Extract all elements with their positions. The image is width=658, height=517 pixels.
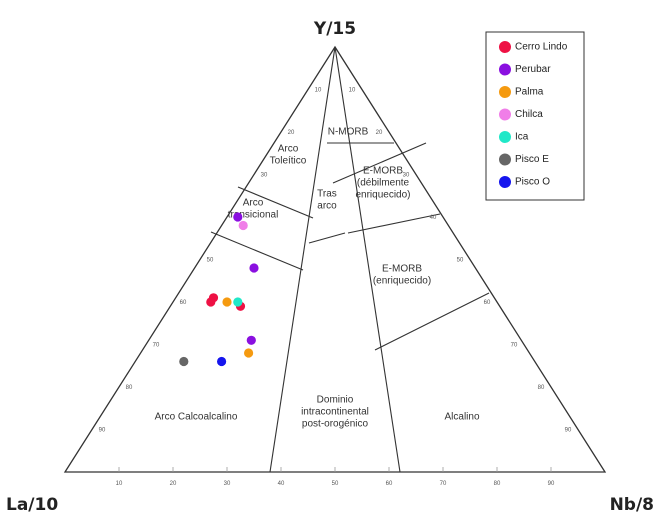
vertex-label-right: Nb/8 bbox=[610, 495, 654, 515]
tick-label-bottom: 90 bbox=[548, 481, 555, 487]
data-point bbox=[249, 263, 259, 273]
legend-marker bbox=[499, 86, 511, 98]
legend-marker bbox=[499, 108, 511, 121]
region-arco-calcoalcalino: Arco Calcoalcalino bbox=[155, 412, 238, 423]
tick-label-bottom: 80 bbox=[494, 481, 501, 487]
data-point bbox=[246, 335, 256, 345]
boundary-arco-toleitico bbox=[237, 186, 314, 219]
legend-label: Pisco O bbox=[515, 177, 550, 188]
tick-label-right: 90 bbox=[565, 428, 572, 434]
legend-label: Ica bbox=[515, 132, 529, 143]
legend-label: Cerro Lindo bbox=[515, 42, 568, 53]
region-arco-transicional: transicional bbox=[228, 210, 279, 221]
region-e-morb-debil: E-MORB bbox=[363, 166, 403, 177]
data-point bbox=[233, 297, 243, 307]
legend-marker bbox=[499, 131, 511, 143]
region-dominio-intracontinental: intracontinental bbox=[301, 407, 369, 418]
tick-label-left: 60 bbox=[180, 300, 187, 306]
tick-label-right: 40 bbox=[430, 215, 437, 221]
region-arco-toleitico: Arco bbox=[278, 144, 299, 155]
tick-label-right: 30 bbox=[403, 173, 410, 179]
tick-label-bottom: 30 bbox=[224, 481, 231, 487]
tick-label-bottom: 60 bbox=[386, 481, 393, 487]
tick-label-left: 80 bbox=[126, 385, 133, 391]
vertex-label-left: La/10 bbox=[6, 495, 58, 515]
legend-marker bbox=[499, 153, 511, 166]
data-point bbox=[244, 348, 254, 358]
data-point bbox=[217, 356, 227, 367]
region-e-morb-debil: enriquecido) bbox=[355, 190, 410, 201]
left-divider-line bbox=[269, 46, 336, 473]
tick-label-left: 90 bbox=[99, 428, 106, 434]
tick-label-bottom: 20 bbox=[170, 481, 177, 487]
legend-marker bbox=[499, 176, 511, 188]
tick-label-left: 50 bbox=[207, 258, 214, 264]
data-point bbox=[233, 212, 243, 222]
region-e-morb-debil: (débilmente bbox=[357, 178, 410, 189]
right-divider-line bbox=[334, 46, 401, 473]
vertex-label-top: Y/15 bbox=[313, 19, 356, 39]
legend-label: Palma bbox=[515, 87, 544, 98]
legend-label: Perubar bbox=[515, 64, 551, 75]
data-points bbox=[179, 212, 259, 367]
tick-label-right: 80 bbox=[538, 385, 545, 391]
region-dominio-intracontinental: post-orogénico bbox=[302, 419, 369, 430]
region-e-morb-enriquecido: (enriquecido) bbox=[373, 276, 431, 287]
tick-label-left: 20 bbox=[288, 130, 295, 136]
data-point bbox=[238, 220, 248, 231]
legend-label: Chilca bbox=[515, 109, 543, 120]
tick-label-right: 50 bbox=[457, 258, 464, 264]
tick-label-bottom: 50 bbox=[332, 481, 339, 487]
data-point bbox=[179, 356, 189, 367]
region-alcalino: Alcalino bbox=[444, 412, 479, 423]
boundary-emorb-enriq bbox=[347, 213, 441, 234]
data-point bbox=[222, 297, 232, 307]
region-tras-arco: Tras bbox=[317, 189, 337, 200]
data-point bbox=[206, 297, 216, 307]
boundary-arco-transicional bbox=[210, 231, 304, 271]
legend-marker bbox=[499, 63, 511, 76]
legend-marker bbox=[499, 41, 511, 53]
tick-label-bottom: 10 bbox=[116, 481, 123, 487]
region-arco-transicional: Arco bbox=[243, 198, 264, 209]
region-tras-arco: arco bbox=[317, 201, 337, 212]
boundary-tras-arco bbox=[308, 232, 346, 244]
region-labels: ArcoToleíticoN-MORBArcotransicionalTrasa… bbox=[155, 127, 480, 430]
boundary-emorb-debil bbox=[332, 142, 427, 184]
tick-label-bottom: 40 bbox=[278, 481, 285, 487]
region-arco-toleitico: Toleítico bbox=[270, 156, 307, 167]
tick-label-bottom: 70 bbox=[440, 481, 447, 487]
tick-label-right: 10 bbox=[349, 88, 356, 94]
tick-label-left: 70 bbox=[153, 343, 160, 349]
legend: Cerro Lindo Perubar Palma Chilca Ica Pisco E P… bbox=[485, 31, 585, 201]
region-e-morb-enriquecido: E-MORB bbox=[382, 264, 422, 275]
tick-label-left: 10 bbox=[315, 88, 322, 94]
tick-label-right: 60 bbox=[484, 300, 491, 306]
region-n-morb: N-MORB bbox=[328, 127, 369, 138]
region-dominio-intracontinental: Dominio bbox=[317, 395, 354, 406]
boundary-alcalino bbox=[374, 292, 490, 351]
tick-label-right: 70 bbox=[511, 343, 518, 349]
tick-label-left: 30 bbox=[261, 173, 268, 179]
legend-label: Pisco E bbox=[515, 154, 549, 165]
tick-label-right: 20 bbox=[376, 130, 383, 136]
